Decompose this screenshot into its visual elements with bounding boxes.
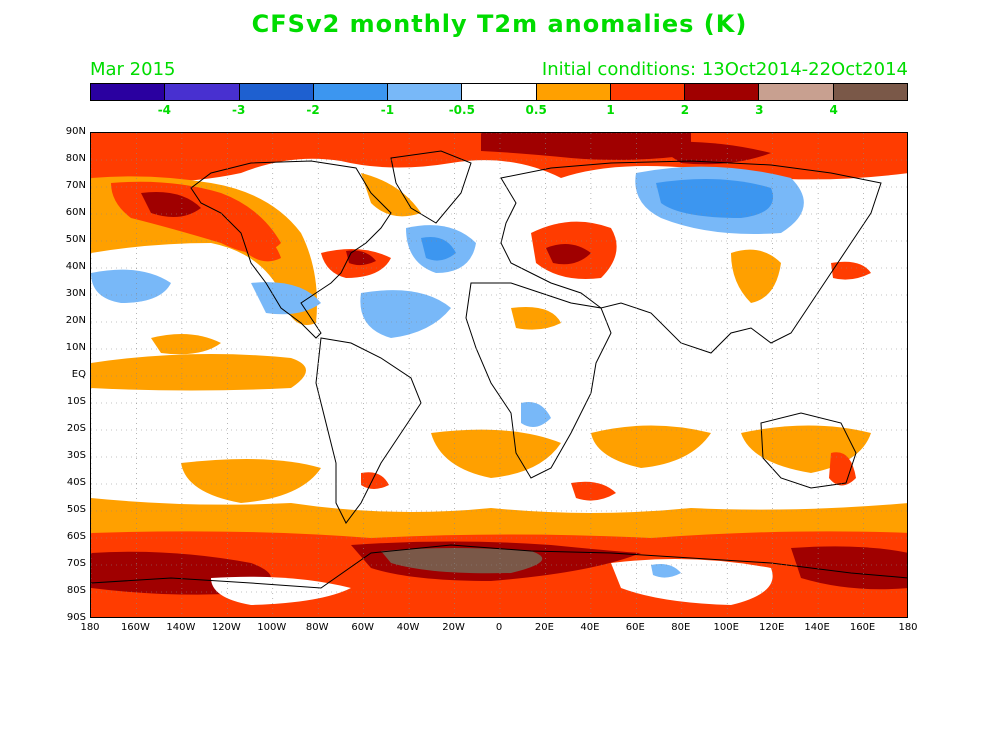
longitude-label: 60E: [625, 622, 645, 633]
colorbar-swatch: [91, 84, 166, 100]
map-title: CFSv2 monthly T2m anomalies (K): [251, 10, 748, 38]
latitude-label: 80S: [66, 585, 86, 596]
latitude-label: 30N: [65, 288, 86, 299]
colorbar-swatch: [685, 84, 760, 100]
colorbar-label: 1: [606, 103, 615, 117]
valid-month: Mar 2015: [90, 59, 176, 80]
longitude-label: 40W: [396, 622, 420, 633]
initial-conditions: Initial conditions: 13Oct2014-22Oct2014: [541, 59, 908, 80]
longitude-label: 140E: [804, 622, 830, 633]
longitude-label: 180: [80, 622, 100, 633]
latitude-label: 90N: [65, 126, 86, 137]
colorbar-label: -4: [157, 103, 172, 117]
colorbar-label: -0.5: [448, 103, 475, 117]
latitude-label: 50S: [66, 504, 86, 515]
map-canvas: [91, 133, 907, 617]
latitude-label: 20S: [66, 423, 86, 434]
anomaly-shading: [91, 133, 907, 617]
longitude-label: 40E: [580, 622, 600, 633]
latitude-label: 40N: [65, 261, 86, 272]
longitude-label: 80E: [671, 622, 691, 633]
longitude-label: 160E: [849, 622, 876, 633]
colorbar-labels: -4 -3 -2 -1 -0.5 0.5 1 2 3 4: [90, 103, 908, 121]
longitude-label: 100W: [257, 622, 287, 633]
colorbar: [90, 83, 908, 101]
longitude-label: 160W: [120, 622, 150, 633]
longitude-label: 20W: [442, 622, 465, 633]
latitude-label: 90S: [66, 612, 86, 623]
latitude-label: EQ: [71, 369, 86, 380]
longitude-label: 180: [898, 622, 918, 633]
longitude-label: 100E: [713, 622, 739, 633]
longitude-label: 120W: [211, 622, 241, 633]
latitude-label: 80N: [65, 153, 86, 164]
colorbar-swatch: [388, 84, 463, 100]
colorbar-swatch: [165, 84, 240, 100]
latitude-label: 30S: [66, 450, 86, 461]
longitude-label: 80W: [305, 622, 329, 633]
latitude-label: 60N: [65, 207, 86, 218]
longitude-label: 120E: [758, 622, 785, 633]
colorbar-label: 2: [680, 103, 690, 117]
colorbar-label: -3: [232, 103, 246, 117]
colorbar-label: 3: [755, 103, 764, 117]
latitude-label: 50N: [65, 234, 86, 245]
colorbar-label: -2: [306, 103, 320, 117]
longitude-label: 0: [495, 622, 503, 633]
longitude-label: 20E: [534, 622, 554, 633]
longitude-label: 140W: [166, 622, 196, 633]
colorbar-swatch: [462, 84, 537, 100]
colorbar-swatch: [833, 84, 907, 100]
colorbar-swatch: [239, 84, 314, 100]
latitude-label: 10N: [65, 342, 86, 353]
latitude-label: 70N: [65, 180, 86, 191]
graticule: [91, 133, 907, 617]
latitude-label: 20N: [65, 315, 86, 326]
anomaly-map: [90, 132, 908, 618]
latitude-label: 70S: [66, 558, 86, 569]
latitude-label: 60S: [66, 531, 86, 542]
colorbar-swatch: [610, 84, 686, 100]
colorbar-label: 4: [829, 103, 838, 117]
colorbar-label: -1: [380, 103, 395, 117]
colorbar-swatch: [759, 84, 834, 100]
longitude-label: 60W: [351, 622, 374, 633]
latitude-label: 40S: [66, 477, 86, 488]
colorbar-swatch: [536, 84, 611, 100]
latitude-label: 10S: [66, 396, 86, 407]
colorbar-swatch: [313, 84, 389, 100]
colorbar-label: 0.5: [525, 103, 547, 117]
